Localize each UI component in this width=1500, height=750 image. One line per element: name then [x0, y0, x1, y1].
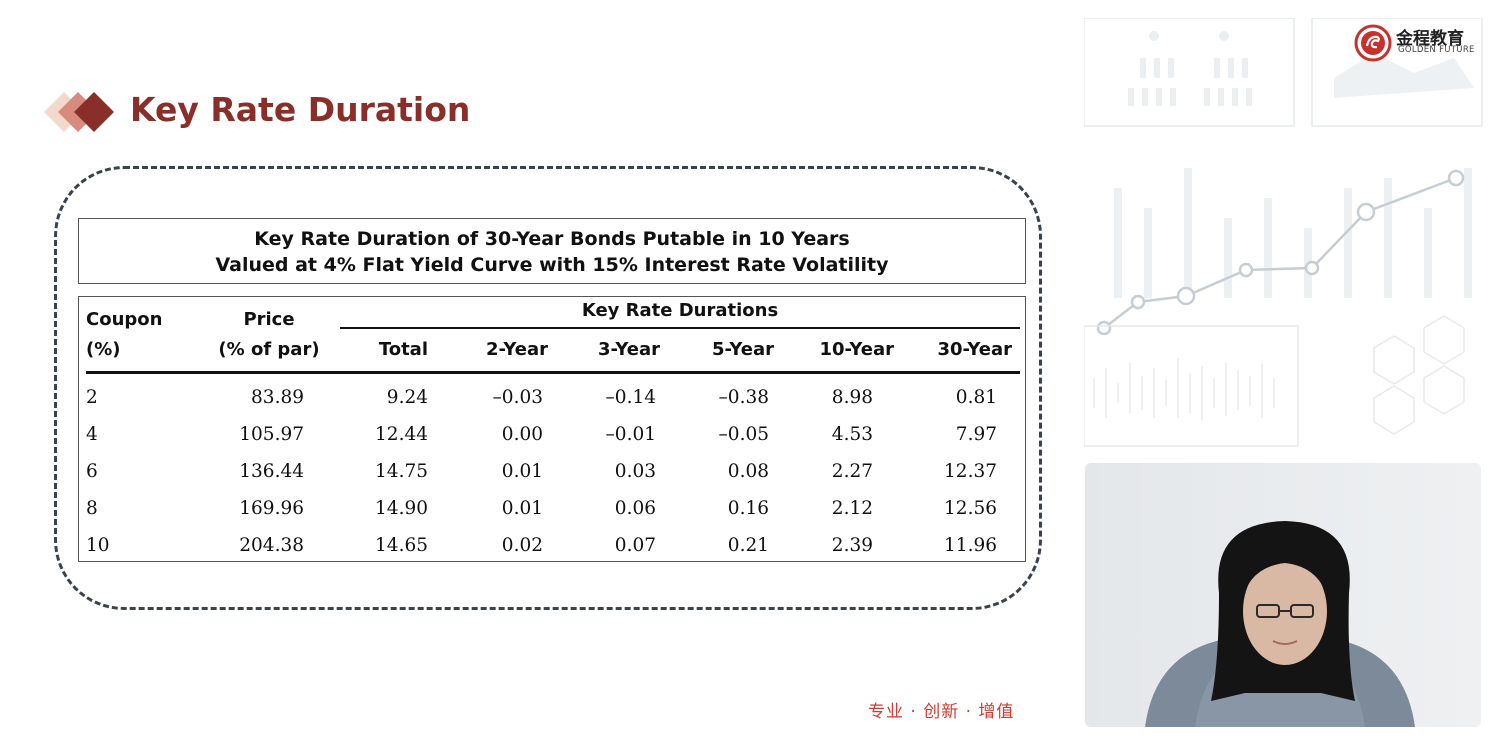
- table-cell-10-year: 8.98: [831, 387, 873, 408]
- table-cell-price: 169.96: [239, 498, 304, 519]
- table-cell-coupon: 2: [86, 387, 98, 408]
- company-logo: 金程教育 GOLDEN FUTURE: [1354, 24, 1494, 62]
- table-cell-price: 204.38: [239, 535, 304, 556]
- logo-english-name: GOLDEN FUTURE: [1398, 45, 1475, 55]
- logo-emblem-icon: [1354, 24, 1392, 62]
- table-cell-5-year: –0.05: [718, 424, 769, 445]
- table-cell-total: 14.65: [375, 535, 428, 556]
- table-cell-3-year: 0.06: [614, 498, 656, 519]
- table-cell-2-year: 0.01: [501, 498, 543, 519]
- caption-line-2: Valued at 4% Flat Yield Curve with 15% I…: [215, 254, 889, 276]
- header-price: Price: [243, 309, 295, 330]
- table-cell-coupon: 6: [86, 461, 98, 482]
- table-cell-total: 9.24: [386, 387, 428, 408]
- table-cell-total: 14.90: [375, 498, 428, 519]
- table-cell-total: 14.75: [375, 461, 428, 482]
- header-bottom-rule: [86, 371, 1020, 374]
- table-cell-5-year: 0.16: [727, 498, 769, 519]
- header-group-rule: [340, 327, 1020, 329]
- table-cell-10-year: 2.39: [831, 535, 873, 556]
- table-cell-30-year: 12.56: [944, 498, 997, 519]
- presenter-webcam: [1085, 463, 1481, 727]
- table-cell-2-year: 0.00: [501, 424, 543, 445]
- slogan-text: 专业 · 创新 · 增值: [868, 702, 1015, 722]
- header-30-year: 30-Year: [937, 339, 1013, 360]
- table-cell-30-year: 12.37: [944, 461, 997, 482]
- table-cell-coupon: 4: [86, 424, 98, 445]
- logo-chinese-name: 金程教育: [1396, 29, 1464, 49]
- table-cell-price: 136.44: [239, 461, 304, 482]
- table-cell-price: 105.97: [239, 424, 304, 445]
- table-cell-10-year: 2.27: [831, 461, 873, 482]
- table-cell-5-year: 0.21: [727, 535, 769, 556]
- header-10-year: 10-Year: [819, 339, 895, 360]
- table-cell-coupon: 8: [86, 498, 98, 519]
- diamond-bullet-icon: [44, 92, 114, 132]
- table-cell-price: 83.89: [251, 387, 304, 408]
- table-cell-30-year: 0.81: [955, 387, 997, 408]
- key-rate-duration-table: [78, 296, 1026, 562]
- header-total: Total: [378, 339, 428, 360]
- table-cell-10-year: 2.12: [831, 498, 873, 519]
- table-cell-10-year: 4.53: [831, 424, 873, 445]
- header-price-unit: (% of par): [218, 339, 320, 360]
- table-cell-2-year: 0.01: [501, 461, 543, 482]
- table-cell-5-year: 0.08: [727, 461, 769, 482]
- table-cell-5-year: –0.38: [718, 387, 769, 408]
- presenter-video-image: [1085, 463, 1481, 727]
- table-cell-3-year: 0.03: [614, 461, 656, 482]
- header-3-year: 3-Year: [598, 339, 660, 360]
- header-coupon-unit: (%): [86, 339, 121, 360]
- header-2-year: 2-Year: [486, 339, 548, 360]
- table-cell-2-year: 0.02: [501, 535, 543, 556]
- table-cell-3-year: 0.07: [614, 535, 656, 556]
- header-coupon: Coupon: [86, 309, 163, 330]
- dashed-frame: [54, 166, 1042, 610]
- table-cell-30-year: 7.97: [955, 424, 997, 445]
- table-cell-2-year: –0.03: [492, 387, 543, 408]
- table-cell-3-year: –0.14: [605, 387, 656, 408]
- table-cell-3-year: –0.01: [605, 424, 656, 445]
- table-cell-30-year: 11.96: [944, 535, 997, 556]
- header-key-rate-durations: Key Rate Durations: [581, 300, 779, 321]
- page-title: Key Rate Duration: [130, 90, 471, 129]
- table-cell-total: 12.44: [375, 424, 428, 445]
- header-5-year: 5-Year: [712, 339, 774, 360]
- table-cell-coupon: 10: [86, 535, 110, 556]
- decorative-infographic-background: [1084, 18, 1483, 447]
- table-caption: Key Rate Duration of 30-Year Bonds Putab…: [78, 218, 1026, 284]
- caption-line-1: Key Rate Duration of 30-Year Bonds Putab…: [254, 228, 850, 250]
